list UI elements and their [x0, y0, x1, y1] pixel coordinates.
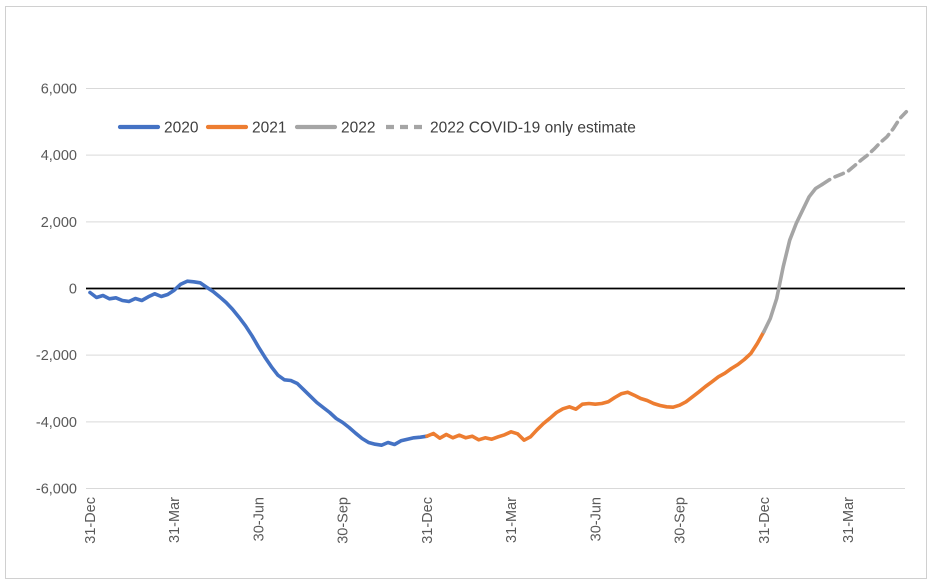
legend-label: 2021	[252, 120, 286, 137]
y-tick-label-6000: 6,000	[41, 82, 77, 98]
y-tick-label-2000: 2,000	[41, 215, 77, 231]
legend-label: 2022 COVID-19 only estimate	[430, 120, 636, 137]
y-tick-label-0: 0	[69, 282, 77, 298]
y-tick-label--6000: -6,000	[36, 482, 77, 498]
x-tick-label-1: 31-Mar	[167, 497, 183, 543]
x-tick-label-0: 31-Dec	[83, 497, 99, 544]
series-line-2021	[425, 330, 766, 442]
series-line-2020	[88, 279, 429, 447]
series-line-2022-covid-19-only-estimate	[820, 110, 909, 187]
x-tick-label-7: 30-Sep	[673, 497, 689, 544]
y-tick-label--4000: -4,000	[36, 415, 77, 431]
x-tick-label-8: 31-Dec	[757, 497, 773, 544]
x-tick-label-4: 31-Dec	[420, 497, 436, 544]
legend-item-2022: 2022	[294, 120, 375, 137]
x-tick-label-6: 30-Jun	[588, 497, 604, 541]
y-tick-label-4000: 4,000	[41, 148, 77, 164]
legend-item-2021: 2021	[205, 120, 286, 137]
legend-item-2022-covid-19-only-estimate: 2022 COVID-19 only estimate	[386, 120, 636, 137]
x-tick-label-9: 31-Mar	[841, 497, 857, 543]
x-tick-label-2: 30-Jun	[251, 497, 267, 541]
series-line-2022	[762, 182, 824, 334]
x-tick-label-5: 31-Mar	[504, 497, 520, 543]
legend-item-2020: 2020	[117, 120, 199, 137]
x-tick-label-3: 30-Sep	[336, 497, 352, 544]
legend-label: 2022	[341, 120, 375, 137]
chart-outer-frame	[5, 6, 927, 579]
y-tick-label--2000: -2,000	[36, 348, 77, 364]
legend-label: 2020	[164, 120, 199, 137]
